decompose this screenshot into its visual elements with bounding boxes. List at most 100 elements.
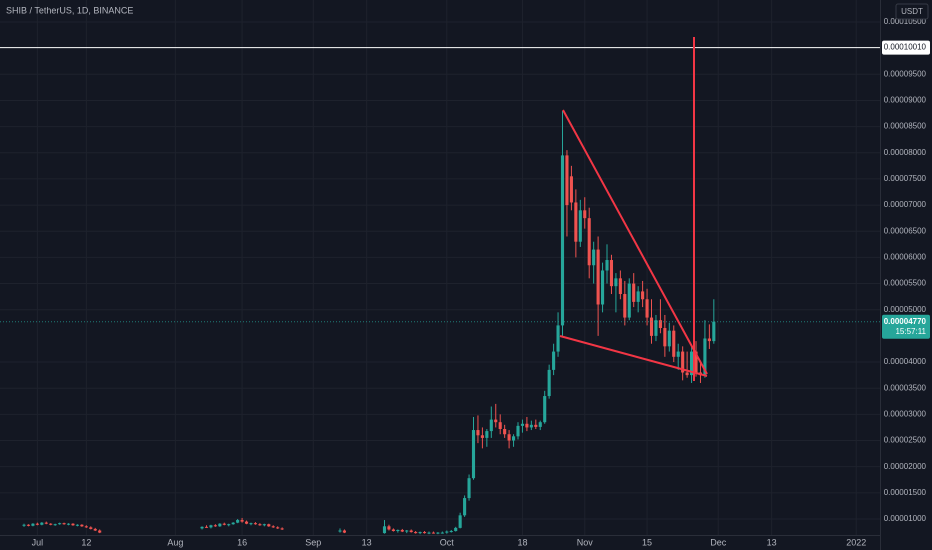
candle-body xyxy=(271,526,275,528)
drawings xyxy=(559,37,708,381)
candle-body xyxy=(587,218,591,266)
candle-body xyxy=(396,529,400,532)
candle-body xyxy=(672,330,676,357)
candle-body xyxy=(592,249,596,266)
y-tick-label: 0.00007000 xyxy=(884,200,927,209)
candle-body xyxy=(560,155,565,326)
candle-body xyxy=(458,515,462,528)
x-tick-label: Dec xyxy=(710,537,727,547)
y-tick-label: 0.00001000 xyxy=(884,514,927,523)
candle-body xyxy=(89,527,93,529)
candle-body xyxy=(44,522,48,524)
y-tick-label: 0.00002500 xyxy=(884,436,927,445)
candle-body xyxy=(53,524,57,526)
candle-body xyxy=(262,524,266,526)
x-tick-label: 13 xyxy=(767,537,777,547)
y-tick-label: 0.00009000 xyxy=(884,96,927,105)
candle-body xyxy=(31,523,35,526)
candle-body xyxy=(409,530,413,533)
x-tick-label: 12 xyxy=(81,537,91,547)
y-tick-label: 0.00004000 xyxy=(884,357,927,366)
candle-body xyxy=(231,522,235,525)
candle-body xyxy=(391,529,395,532)
candle-body xyxy=(516,425,520,437)
candle-body xyxy=(342,530,347,533)
candle-body xyxy=(663,328,667,347)
candle-body xyxy=(556,325,560,352)
candle-body xyxy=(623,294,627,318)
chart-title: SHIB / TetherUS, 1D, BINANCE xyxy=(6,5,133,15)
candle-body xyxy=(703,338,707,376)
candle-body xyxy=(75,524,79,526)
currency-box[interactable] xyxy=(895,3,929,20)
candle-body xyxy=(534,424,538,427)
x-tick-label: Nov xyxy=(577,537,594,547)
candle-body xyxy=(218,523,222,527)
y-tick-label: 0.00006500 xyxy=(884,226,927,235)
candle-body xyxy=(525,423,529,428)
candle-body xyxy=(632,283,636,302)
candle-body xyxy=(267,524,271,527)
hline-label: 0.00010010 xyxy=(884,43,927,52)
last-price-box xyxy=(882,314,930,339)
candle-body xyxy=(583,210,587,219)
countdown: 15:57:11 xyxy=(895,327,926,336)
x-tick-label: Oct xyxy=(440,537,455,547)
candle-body xyxy=(418,532,422,534)
x-tick-label: 2022 xyxy=(846,537,866,547)
candle-body xyxy=(414,532,418,534)
candle-body xyxy=(543,396,547,423)
candle-body xyxy=(667,330,671,347)
x-tick-label: 16 xyxy=(237,537,247,547)
y-tick-label: 0.00010500 xyxy=(884,17,927,26)
candle-body xyxy=(676,351,680,357)
candle-body xyxy=(213,525,217,527)
x-tick-label: 15 xyxy=(642,537,652,547)
candle-body xyxy=(209,525,213,528)
y-tick-label: 0.00009500 xyxy=(884,69,927,78)
y-tick-label: 0.00006000 xyxy=(884,253,927,262)
candle-body xyxy=(658,320,662,329)
candle-body xyxy=(382,526,387,534)
y-tick-label: 0.00003500 xyxy=(884,383,927,392)
candle-body xyxy=(445,531,449,533)
candle-body xyxy=(427,532,431,534)
candle-body xyxy=(618,278,622,295)
candle-body xyxy=(712,321,716,342)
candle-body xyxy=(565,155,569,206)
candle-body xyxy=(84,526,88,528)
candle-body xyxy=(681,351,685,373)
candle-body xyxy=(476,430,480,436)
candle-body xyxy=(507,434,511,441)
candle-body xyxy=(467,478,471,499)
x-tick-label: 18 xyxy=(517,537,527,547)
last-price-label: 0.00004770 xyxy=(884,317,927,326)
candle-body xyxy=(71,523,75,526)
candle-body xyxy=(400,529,404,532)
candle-body xyxy=(66,523,71,525)
trendline xyxy=(559,335,708,377)
candle-body xyxy=(93,528,97,531)
candle-body xyxy=(387,526,391,530)
candle-body xyxy=(222,523,226,525)
candle-body xyxy=(601,270,605,305)
x-tick-label: Aug xyxy=(167,537,183,547)
x-tick-label: Jul xyxy=(32,537,44,547)
candle-body xyxy=(627,283,631,318)
candle-body xyxy=(685,372,689,376)
grid xyxy=(0,0,880,535)
candle-body xyxy=(98,530,102,533)
currency: USDT xyxy=(901,7,923,16)
candle-body xyxy=(480,435,484,438)
candle-body xyxy=(503,429,507,435)
candle-body xyxy=(49,523,53,525)
candle-body xyxy=(690,351,694,376)
candle-body xyxy=(80,524,84,527)
trendline xyxy=(562,109,708,375)
candle-body xyxy=(405,530,409,532)
candle-body xyxy=(636,291,640,302)
candle-body xyxy=(649,317,654,336)
